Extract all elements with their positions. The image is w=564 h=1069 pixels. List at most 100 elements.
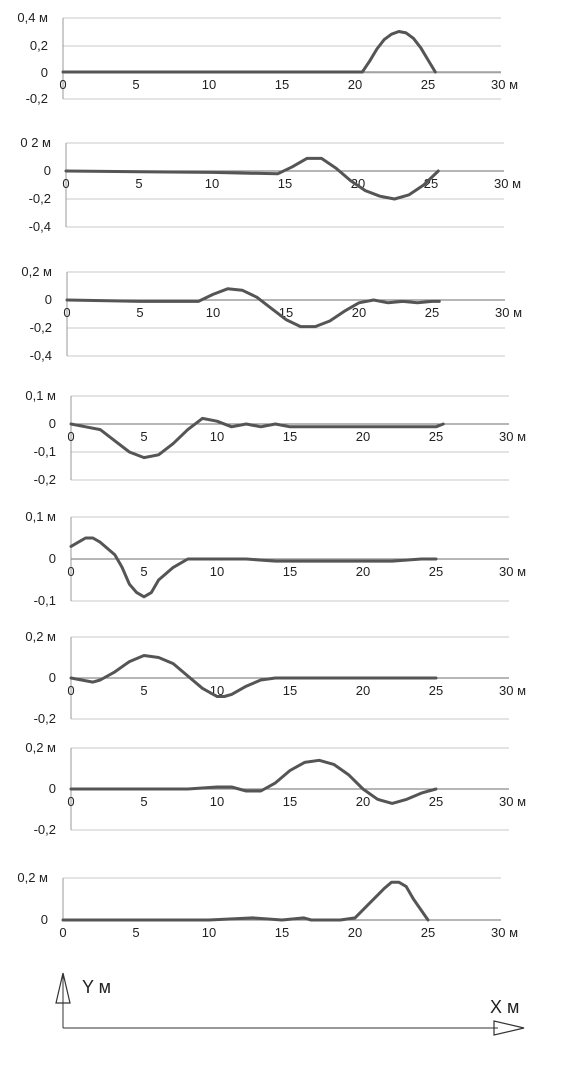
x-axis-label: X м <box>490 997 519 1017</box>
x-tick-label: 25 <box>425 305 439 320</box>
y-tick-label: -0,2 <box>29 191 51 206</box>
y-tick-label: -0,2 <box>26 91 48 106</box>
y-tick-label: -0,2 <box>34 472 56 487</box>
x-tick-label: 20 <box>356 794 370 809</box>
x-tick-label: 20 <box>356 564 370 579</box>
x-tick-label: 15 <box>283 564 297 579</box>
x-tick-label: 10 <box>210 564 224 579</box>
x-tick-label: 0 <box>67 683 74 698</box>
x-tick-label: 30 м <box>495 305 522 320</box>
y-tick-label: 0 <box>41 65 48 80</box>
x-tick-label: 30 м <box>494 176 521 191</box>
y-tick-label: -0,4 <box>30 348 52 363</box>
y-tick-label: -0,2 <box>34 822 56 837</box>
y-tick-label: 0 <box>45 292 52 307</box>
y-tick-label: 0 <box>49 551 56 566</box>
x-tick-label: 5 <box>132 77 139 92</box>
series-line <box>69 758 438 805</box>
x-tick-label: 0 <box>59 925 66 940</box>
x-tick-label: 15 <box>275 77 289 92</box>
x-tick-label: 20 <box>356 429 370 444</box>
x-tick-label: 15 <box>275 925 289 940</box>
x-tick-label: 25 <box>429 683 443 698</box>
x-tick-label: 25 <box>429 564 443 579</box>
x-tick-label: 5 <box>140 429 147 444</box>
x-tick-label: 30 м <box>499 429 526 444</box>
x-tick-label: 5 <box>136 305 143 320</box>
x-tick-label: 30 м <box>499 683 526 698</box>
series-line <box>64 156 440 201</box>
y-tick-label: 0,4 м <box>17 10 48 25</box>
x-tick-label: 25 <box>421 77 435 92</box>
y-arrow-icon <box>55 972 71 1004</box>
x-tick-label: 20 <box>356 683 370 698</box>
chart-panel-1: 0,4 м 0,2 0 -0,2 0 5 10 15 20 25 30 м <box>17 10 518 106</box>
x-tick-label: 15 <box>283 683 297 698</box>
x-tick-label: 10 <box>205 176 219 191</box>
global-axes: Y м X м <box>55 972 525 1036</box>
y-axis-label: Y м <box>82 977 111 997</box>
x-tick-label: 15 <box>278 176 292 191</box>
series-line <box>61 30 437 74</box>
x-tick-label: 0 <box>67 564 74 579</box>
x-tick-label: 0 <box>67 429 74 444</box>
y-tick-label: 0,1 м <box>25 388 56 403</box>
x-tick-label: 10 <box>210 429 224 444</box>
x-tick-label: 20 <box>352 305 366 320</box>
series-line <box>65 287 441 329</box>
y-tick-label: 0 <box>49 781 56 796</box>
y-tick-label: 0 <box>44 163 51 178</box>
series-line <box>61 880 430 922</box>
x-tick-label: 5 <box>140 683 147 698</box>
x-tick-label: 5 <box>132 925 139 940</box>
x-tick-label: 30 м <box>499 794 526 809</box>
x-tick-label: 20 <box>348 77 362 92</box>
x-tick-label: 30 м <box>491 925 518 940</box>
y-tick-label: 0,2 м <box>21 264 52 279</box>
x-tick-label: 30 м <box>491 77 518 92</box>
y-tick-label: 0,2 <box>30 38 48 53</box>
x-tick-label: 10 <box>202 925 216 940</box>
y-tick-label: -0,1 <box>34 593 56 608</box>
chart-panel-6: 0,2 м0-0,20 5 10 15 20 25 30 м <box>25 629 526 726</box>
x-tick-label: 5 <box>140 564 147 579</box>
chart-panel-2: 0 2 м0-0,2-0,40 5 10 15 20 25 30 м <box>20 135 521 234</box>
y-tick-label: 0 <box>49 670 56 685</box>
y-tick-label: 0 2 м <box>20 135 51 150</box>
x-tick-label: 25 <box>421 925 435 940</box>
x-tick-label: 0 <box>67 794 74 809</box>
y-tick-label: 0 <box>49 416 56 431</box>
x-tick-label: 25 <box>429 794 443 809</box>
x-tick-label: 0 <box>62 176 69 191</box>
y-tick-label: 0 <box>41 912 48 927</box>
x-tick-label: 25 <box>429 429 443 444</box>
y-tick-label: -0,4 <box>29 219 51 234</box>
x-tick-label: 30 м <box>499 564 526 579</box>
series-line <box>69 416 445 460</box>
x-tick-label: 0 <box>63 305 70 320</box>
series-line <box>69 536 438 599</box>
chart-panel-7: 0,2 м 0 -0,2 0 5 10 15 20 25 30 м <box>25 740 526 837</box>
x-tick-label: 0 <box>59 77 66 92</box>
x-arrow-icon <box>493 1020 525 1036</box>
chart-panel-5: 0,1 м 0 -0,1 0 5 10 15 20 25 30 м <box>25 509 526 608</box>
chart-panel-3: 0,2 м0-0,2-0,40 5 10 15 20 25 30 м <box>21 264 522 363</box>
chart-panel-4: 0,1 м 0 -0,1 -0,2 0 5 10 15 20 25 30 м <box>25 388 526 487</box>
y-tick-label: 0,2 м <box>25 629 56 644</box>
y-tick-label: 0,1 м <box>25 509 56 524</box>
y-tick-label: -0,2 <box>34 711 56 726</box>
series-line <box>69 654 438 698</box>
x-tick-label: 10 <box>206 305 220 320</box>
x-tick-label: 15 <box>283 429 297 444</box>
x-tick-label: 10 <box>210 794 224 809</box>
x-tick-label: 15 <box>283 794 297 809</box>
y-tick-label: -0,2 <box>30 320 52 335</box>
x-tick-label: 20 <box>348 925 362 940</box>
x-tick-label: 10 <box>202 77 216 92</box>
y-tick-label: 0,2 м <box>17 870 48 885</box>
y-tick-label: 0,2 м <box>25 740 56 755</box>
x-tick-label: 5 <box>140 794 147 809</box>
y-tick-label: -0,1 <box>34 444 56 459</box>
x-tick-label: 5 <box>135 176 142 191</box>
